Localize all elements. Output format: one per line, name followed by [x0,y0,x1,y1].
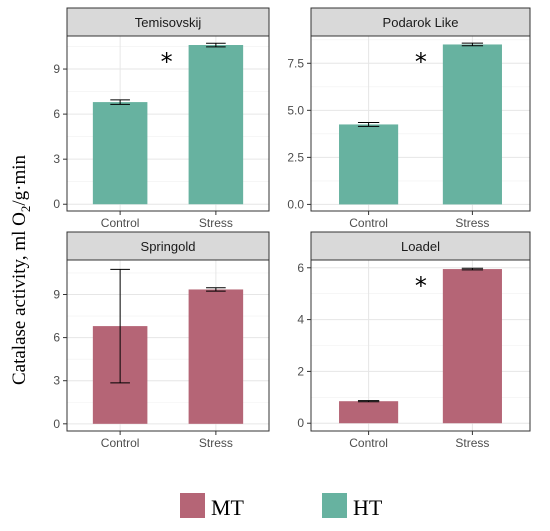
panel-border [310,35,531,212]
y-tick-label: 3 [53,374,60,388]
significance-marker: * [415,48,427,76]
x-tick-label: Control [101,436,140,450]
significance-marker: * [415,272,427,300]
y-tick-label: 6 [53,107,60,121]
bar-stress [188,289,244,424]
y-tick-label: 6 [297,261,304,275]
panel-strip [310,7,531,37]
y-tick-label: 0 [53,417,60,431]
legend-key-ht [322,493,347,518]
y-tick-label: 0 [297,416,304,430]
panel-border [66,35,270,212]
panel-loadel: Loadel 0 2 4 6 Control Stress * [297,231,531,450]
panel-title: Podarok Like [383,15,459,30]
x-tick-label: Stress [455,216,489,230]
bar-control [339,401,399,424]
bar-control [339,124,399,205]
y-tick-label: 9 [53,62,60,76]
y-axis-label-subscript: 2 [18,206,33,213]
panel-strip [66,231,270,261]
y-axis-label-tail: /g·min [9,154,30,205]
panel-title: Temisovskij [135,15,202,30]
y-tick-label: 3 [53,152,60,166]
y-axis-label: Catalase activity, ml O2/g·min [9,154,33,385]
panel-springold: Springold 0 3 6 9 Control Stress [53,231,270,450]
y-tick-label: 0 [53,197,60,211]
panel-title: Springold [141,239,196,254]
y-axis-label-main: Catalase activity, ml O [9,212,30,385]
x-tick-label: Control [349,216,388,230]
bar-stress [442,44,502,205]
y-tick-label: 2 [297,364,304,378]
y-tick-label: 5.0 [287,103,304,117]
y-tick-label: 4 [297,313,304,327]
y-tick-label: 6 [53,331,60,345]
panel-temisovskij: Temisovskij 0 3 6 9 Control Stress * [53,7,270,230]
x-tick-label: Stress [199,216,233,230]
legend: MT HT [180,493,383,520]
significance-marker: * [161,48,173,76]
x-tick-label: Control [101,216,140,230]
y-tick-label: 9 [53,287,60,301]
legend-key-mt [180,493,205,518]
legend-label-mt: MT [211,495,245,520]
panel-border [310,259,531,432]
y-tick-label: 2.5 [287,150,304,164]
panel-strip [66,7,270,37]
panel-border [66,259,270,432]
panel-strip [310,231,531,261]
x-tick-label: Stress [199,436,233,450]
x-tick-label: Control [349,436,388,450]
bar-stress [442,269,502,424]
x-tick-label: Stress [455,436,489,450]
bar-stress [188,45,244,205]
y-tick-label: 0.0 [287,197,304,211]
y-tick-label: 7.5 [287,56,304,70]
bar-control [92,102,148,205]
legend-label-ht: HT [353,495,383,520]
panel-title: Loadel [401,239,440,254]
panel-podarok-like: Podarok Like 0.0 2.5 5.0 7.5 Control Stress * [287,7,531,230]
